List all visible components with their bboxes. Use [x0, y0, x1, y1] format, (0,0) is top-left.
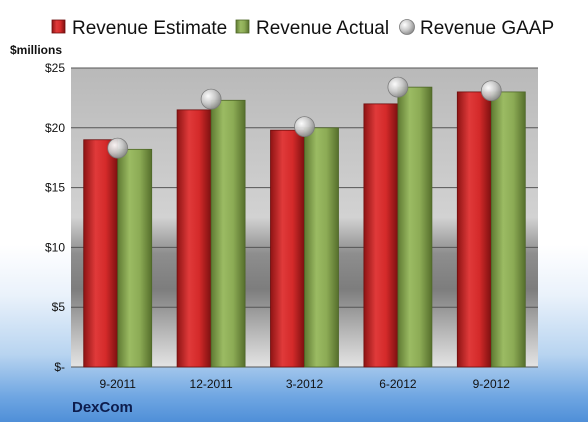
- legend: Revenue Estimate Revenue Actual Revenue GA…: [51, 18, 554, 39]
- bar-revenue-actual: [397, 86, 433, 368]
- bar-revenue-estimate: [363, 103, 399, 368]
- y-tick-label: $-: [54, 360, 65, 374]
- y-tick-label: $5: [52, 300, 66, 314]
- x-axis-ticks: 9-2011 12-2011 3-2012 6-2012 9-2012: [99, 377, 510, 391]
- gaap-markers: [107, 76, 502, 159]
- bar-revenue-actual: [490, 91, 526, 368]
- marker-revenue-gaap: [294, 116, 315, 138]
- x-tick-label: 3-2012: [286, 377, 324, 391]
- bars: [83, 86, 526, 368]
- x-tick-label: 9-2011: [99, 377, 136, 391]
- bar-revenue-actual: [210, 99, 246, 368]
- marker-revenue-gaap: [107, 137, 129, 159]
- legend-swatch-revenue-estimate: [51, 19, 66, 34]
- bar-revenue-actual: [117, 148, 153, 368]
- marker-revenue-gaap: [480, 80, 502, 102]
- x-tick-label: 12-2011: [190, 377, 233, 391]
- y-axis-ticks: $- $5 $10 $15 $20 $25: [45, 61, 65, 374]
- legend-swatch-revenue-gaap: [399, 19, 415, 35]
- marker-revenue-gaap: [387, 76, 409, 98]
- legend-label: Revenue GAAP: [420, 18, 554, 39]
- bar-revenue-estimate: [456, 91, 492, 368]
- legend-swatch-revenue-actual: [235, 19, 250, 34]
- bar-revenue-estimate: [83, 139, 119, 368]
- bar-revenue-estimate: [176, 109, 212, 368]
- legend-label: Revenue Estimate: [72, 18, 227, 39]
- y-tick-label: $10: [45, 240, 65, 254]
- x-tick-label: 6-2012: [379, 377, 417, 391]
- bar-revenue-estimate: [270, 129, 305, 368]
- y-axis-unit-label: $millions: [10, 43, 62, 57]
- y-tick-label: $15: [45, 181, 65, 195]
- company-name: DexCom: [72, 399, 133, 416]
- marker-revenue-gaap: [200, 88, 222, 110]
- bar-revenue-actual: [304, 127, 339, 368]
- x-tick-label: 9-2012: [473, 377, 511, 391]
- legend-label: Revenue Actual: [256, 18, 389, 39]
- y-tick-label: $20: [45, 121, 65, 135]
- y-tick-label: $25: [45, 61, 65, 75]
